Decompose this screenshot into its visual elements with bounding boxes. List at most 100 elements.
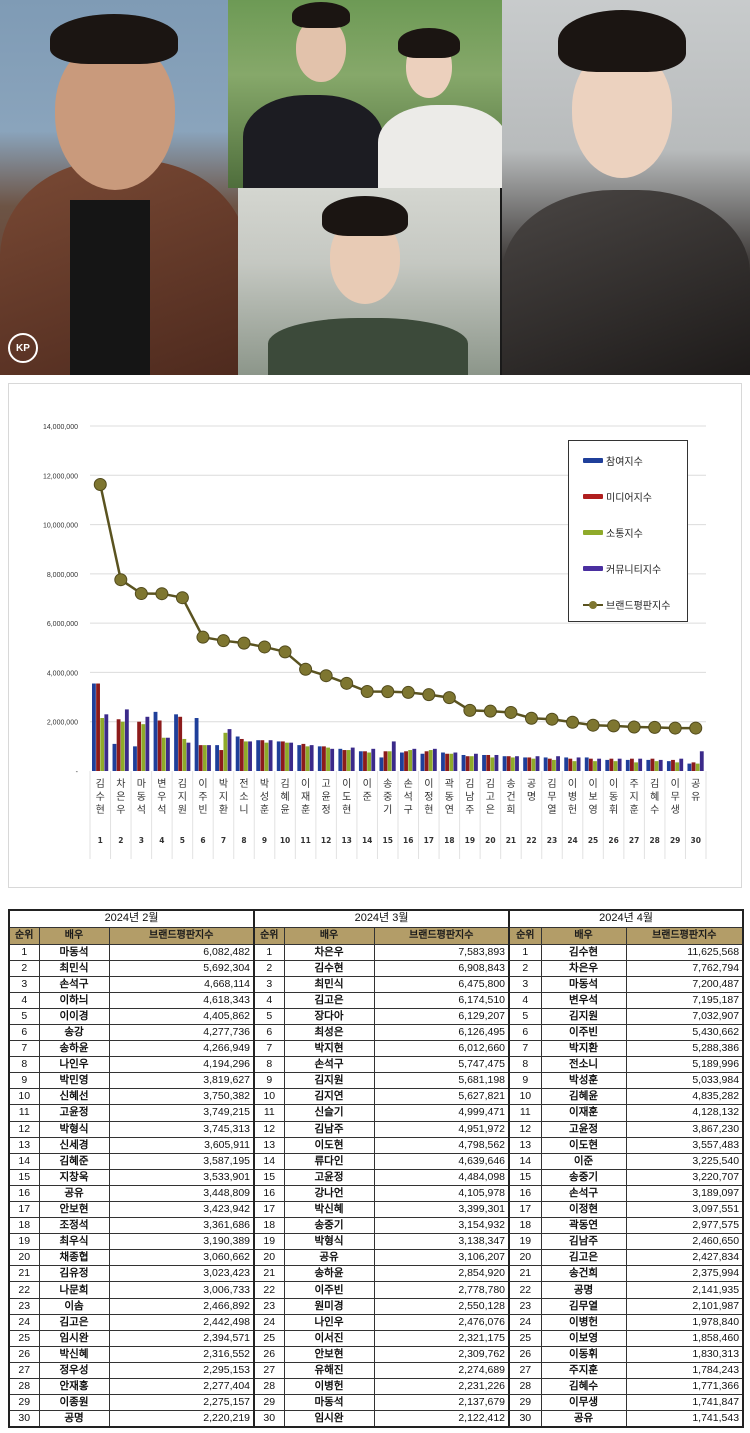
table-row: 23 이솜 2,466,892 23 원미경 2,550,128 23 김무열 2,101,98… [8,1297,744,1315]
rank-cell: 30 [253,1410,285,1428]
rank-cell: 23 [253,1297,285,1315]
x-rank-label: 5 [180,836,185,845]
x-rank-label: 10 [280,836,290,845]
bar-1 [383,751,388,771]
rank-cell: 14 [253,1152,285,1170]
rank-cell: 28 [508,1378,542,1396]
line-marker-icon [155,587,169,601]
line-marker-icon [586,718,600,732]
actor-name-cell: 강나언 [283,1184,375,1203]
score-cell: 5,747,475 [373,1056,510,1074]
y-tick-label: 2,000,000 [47,720,78,727]
actor-name-cell: 이병헌 [540,1313,627,1331]
actor-name-cell: 송중기 [540,1168,627,1186]
rank-cell: 5 [508,1007,542,1025]
rank-cell: 23 [508,1297,542,1315]
score-cell: 3,138,347 [373,1233,510,1251]
legend-item-community: 커뮤니티지수 [583,561,661,576]
rank-cell: 10 [8,1088,40,1106]
actor-name-cell: 박지현 [283,1040,375,1058]
line-marker-icon [319,669,333,683]
bar-3 [391,741,396,771]
rank-cell: 5 [8,1007,40,1025]
rank-cell: 3 [508,975,542,993]
rank-cell: 2 [253,959,285,977]
score-cell: 2,778,780 [373,1281,510,1299]
bar-1 [157,720,162,771]
bar-2 [469,756,474,771]
bar-0 [461,754,466,771]
score-cell: 3,154,932 [373,1217,510,1235]
table-row: 29 이종원 2,275,157 29 마동석 2,137,679 29 이무생 1,741,8… [8,1394,744,1412]
bar-1 [630,758,634,771]
bar-3 [268,740,273,771]
bar-1 [568,758,573,771]
rank-cell: 21 [508,1265,542,1283]
actor-name-cell: 김고은 [283,991,375,1009]
actor-name-cell: 김고은 [38,1313,110,1331]
score-cell: 3,867,230 [625,1120,744,1138]
x-rank-label: 25 [588,836,598,845]
actor-name-cell: 손석구 [38,975,110,993]
score-cell: 4,405,862 [108,1007,255,1025]
bar-0 [133,746,137,771]
rank-cell: 7 [8,1040,40,1058]
rank-cell: 15 [8,1168,40,1186]
actor-name-cell: 공유 [38,1184,110,1203]
table-row: 22 나문희 3,006,733 22 이주빈 2,778,780 22 공명 2,141,93… [8,1281,744,1299]
score-cell: 2,231,226 [373,1378,510,1396]
score-cell: 1,784,243 [625,1361,744,1380]
rank-cell: 21 [253,1265,285,1283]
bar-2 [182,738,187,771]
bar-2 [223,732,228,771]
bar-2 [695,763,700,771]
actor-name-cell: 김지원 [540,1007,627,1025]
actor-name-cell: 손석구 [540,1184,627,1203]
rank-cell: 15 [508,1168,542,1186]
rank-cell: 28 [8,1378,40,1396]
score-cell: 3,745,313 [108,1120,255,1138]
rank-cell: 16 [253,1184,285,1203]
bar-1 [404,751,408,771]
monthly-ranking-table: 2024년 2월 2024년 3월 2024년 4월 순위 배우 브랜드평판지수… [8,909,745,1429]
x-rank-label: 28 [649,836,659,845]
rank-cell: 29 [508,1394,542,1412]
bar-0 [297,745,302,771]
actor-name-cell: 김혜윤 [540,1088,627,1106]
actor-name-cell: 차은우 [540,959,627,977]
score-cell: 5,033,984 [625,1072,744,1090]
bar-1 [527,757,532,771]
x-rank-label: 15 [383,836,393,845]
bar-1 [137,721,142,771]
x-rank-label: 21 [506,836,516,845]
actor-name-cell: 신혜선 [38,1088,110,1106]
bar-1 [280,741,285,771]
bar-1 [506,756,511,771]
actor-name-cell: 김유정 [38,1265,110,1283]
line-marker-icon [114,573,128,587]
bar-0 [276,741,281,771]
bar-3 [330,748,335,771]
rank-cell: 18 [8,1217,40,1235]
rank-cell: 1 [8,943,40,961]
actor-name-cell: 박형식 [38,1120,110,1138]
score-cell: 5,681,198 [373,1072,510,1090]
bar-3 [227,729,232,771]
x-rank-label: 8 [241,836,246,845]
actor-name-cell: 변우석 [540,991,627,1009]
score-cell: 2,316,552 [108,1345,255,1363]
table-row: 13 신세경 3,605,911 13 이도현 4,798,562 13 이도현 3,557,4… [8,1136,744,1154]
legend-swatch-icon [583,458,603,463]
bar-2 [244,741,248,771]
score-cell: 2,275,157 [108,1394,255,1412]
actor-name-cell: 마동석 [540,975,627,993]
line-marker-icon [545,712,559,726]
bar-3 [535,756,540,771]
actor-name-cell: 이보영 [540,1329,627,1347]
rank-cell: 22 [508,1281,542,1299]
chart-legend: 참여지수 미디어지수 소통지수 커뮤니티지수 브랜드평판지수 [568,440,688,622]
score-cell: 6,012,660 [373,1040,510,1058]
